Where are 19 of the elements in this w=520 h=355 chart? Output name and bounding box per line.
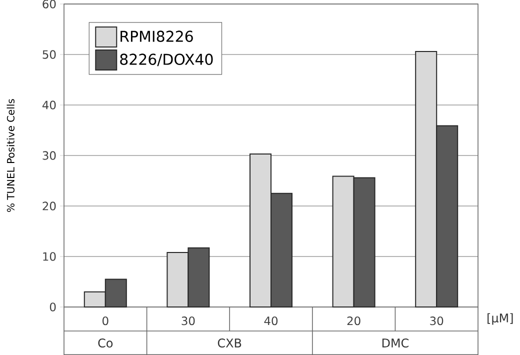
text: Co [98, 338, 113, 348]
x-tick-label: 30 [430, 316, 444, 326]
y-tick-label: 20 [42, 202, 56, 210]
x-tick-label: 40 [264, 316, 278, 326]
y-tick-label: 10 [43, 252, 56, 261]
x-tick-label: 30 [182, 316, 195, 326]
y-tick-label: 0 [50, 302, 56, 312]
x-tick-label: 20 [347, 316, 360, 326]
text: CXB [218, 338, 242, 348]
y-tick-label: 30 [42, 151, 56, 160]
y-axis-title: % TUNEL Positive Cells [6, 99, 14, 212]
y-tick-label: 40 [42, 100, 56, 110]
y-tick-label: 60 [42, 0, 56, 8]
legend-label: 8226/DOX40 [120, 54, 213, 66]
text: [µM] [488, 313, 513, 325]
text: DMC [382, 338, 408, 348]
x-tick-label: 0 [102, 316, 108, 326]
legend-label: RPMI8226 [120, 30, 193, 42]
y-tick-label: 50 [42, 50, 56, 59]
